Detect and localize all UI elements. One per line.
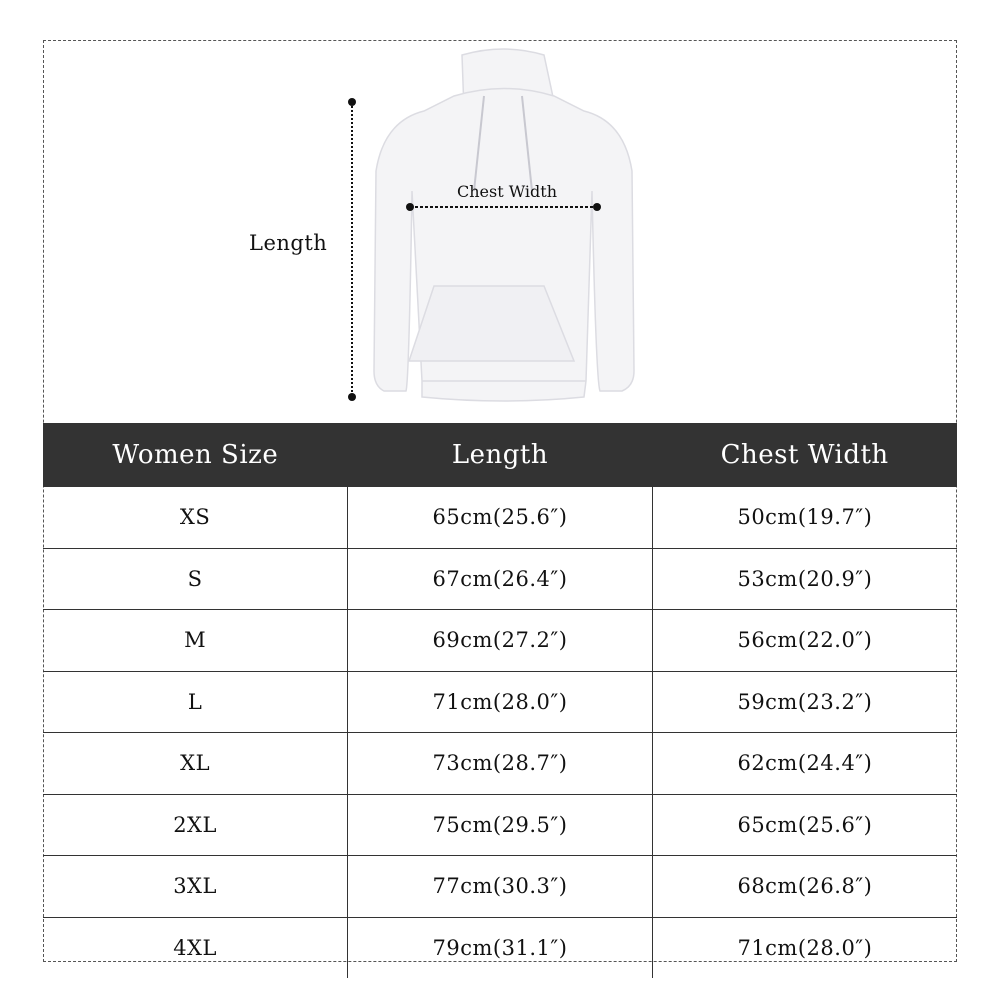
chest-width-cell: 50cm(19.7″) <box>651 486 957 549</box>
chest-measure-line <box>406 203 601 211</box>
chest-width-cell: 68cm(26.8″) <box>651 855 957 918</box>
size-cell: M <box>43 609 349 672</box>
size-cell: 2XL <box>43 793 349 856</box>
table-row: 3XL 77cm(30.3″) 68cm(26.8″) <box>43 855 957 918</box>
size-table: Women Size Length Chest Width XS 65cm(25.… <box>43 423 957 978</box>
table-row: XL 73cm(28.7″) 62cm(24.4″) <box>43 732 957 795</box>
table-header-row: Women Size Length Chest Width <box>43 423 957 487</box>
length-cell: 77cm(30.3″) <box>347 855 653 918</box>
table-row: 4XL 79cm(31.1″) 71cm(28.0″) <box>43 916 957 978</box>
length-cell: 65cm(25.6″) <box>347 486 653 549</box>
length-cell: 71cm(28.0″) <box>347 670 653 733</box>
length-label: Length <box>249 231 328 255</box>
size-cell: L <box>43 670 349 733</box>
header-chest-width: Chest Width <box>652 423 957 487</box>
size-cell: S <box>43 547 349 610</box>
size-cell: XS <box>43 486 349 549</box>
chest-width-cell: 71cm(28.0″) <box>651 916 957 978</box>
hoodie-illustration <box>348 48 635 402</box>
size-cell: XL <box>43 732 349 795</box>
length-cell: 69cm(27.2″) <box>347 609 653 672</box>
size-chart: Length Chest Width Women Size Length Che… <box>43 40 957 978</box>
table-row: XS 65cm(25.6″) 50cm(19.7″) <box>43 486 957 549</box>
hoodie-measurement-figure: Length Chest Width <box>44 41 956 424</box>
chest-width-label: Chest Width <box>457 182 557 201</box>
length-measure-line <box>348 98 356 401</box>
table-row: L 71cm(28.0″) 59cm(23.2″) <box>43 670 957 733</box>
length-cell: 79cm(31.1″) <box>347 916 653 978</box>
length-cell: 73cm(28.7″) <box>347 732 653 795</box>
length-cell: 75cm(29.5″) <box>347 793 653 856</box>
chest-width-cell: 65cm(25.6″) <box>651 793 957 856</box>
chest-width-cell: 56cm(22.0″) <box>651 609 957 672</box>
header-length: Length <box>347 423 653 487</box>
size-cell: 3XL <box>43 855 349 918</box>
chest-width-cell: 62cm(24.4″) <box>651 732 957 795</box>
length-cell: 67cm(26.4″) <box>347 547 653 610</box>
table-row: M 69cm(27.2″) 56cm(22.0″) <box>43 609 957 672</box>
table-row: S 67cm(26.4″) 53cm(20.9″) <box>43 547 957 610</box>
table-row: 2XL 75cm(29.5″) 65cm(25.6″) <box>43 793 957 856</box>
chest-width-cell: 59cm(23.2″) <box>651 670 957 733</box>
chest-width-cell: 53cm(20.9″) <box>651 547 957 610</box>
header-women-size: Women Size <box>43 423 348 487</box>
size-cell: 4XL <box>43 916 349 978</box>
